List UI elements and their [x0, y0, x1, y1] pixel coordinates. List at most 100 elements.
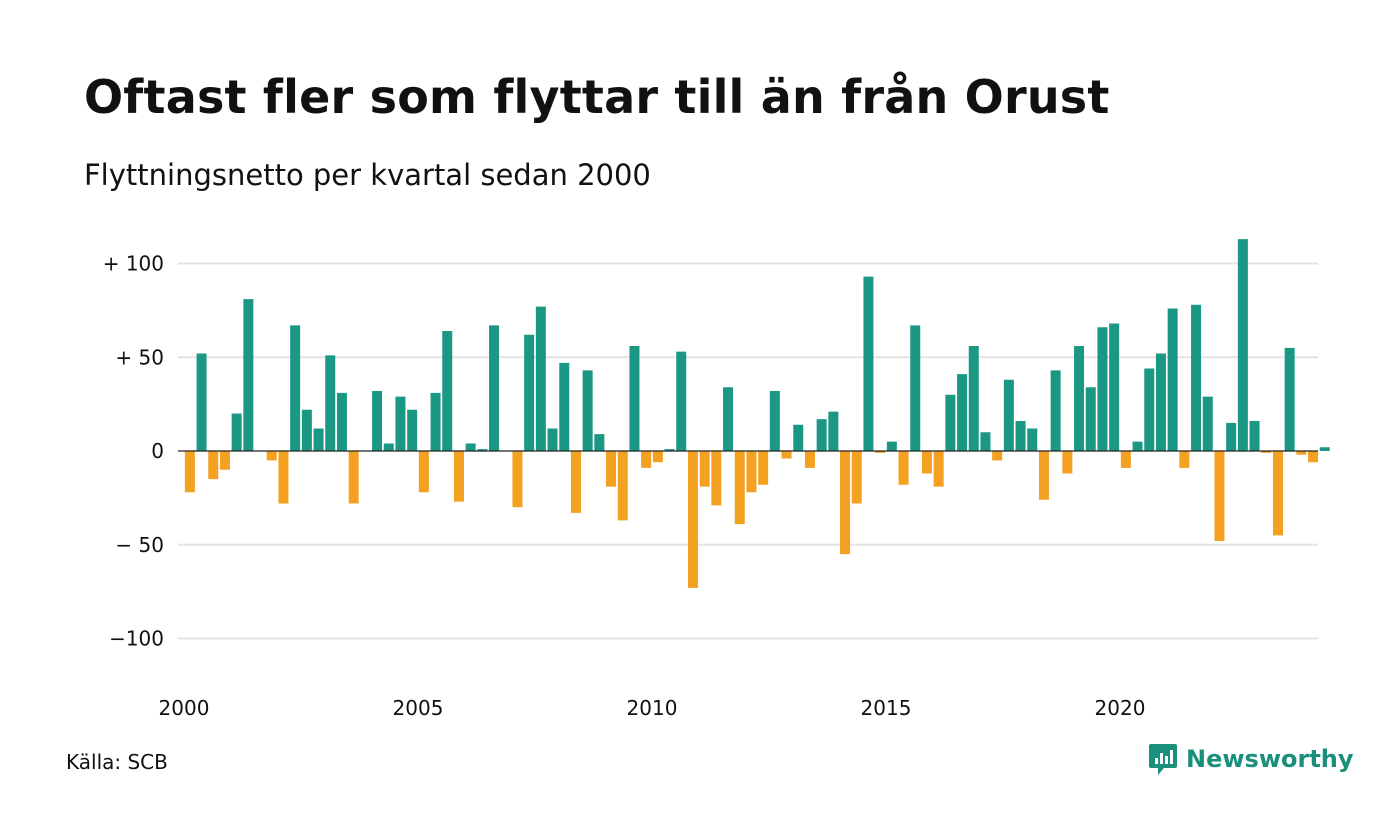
bar — [863, 276, 874, 452]
bar — [711, 451, 722, 506]
bar — [430, 392, 441, 452]
y-tick-label: 0 — [151, 439, 164, 463]
bar — [1085, 387, 1096, 451]
chart-title: Oftast fler som flyttar till än från Oru… — [84, 70, 1110, 124]
bar — [1050, 370, 1061, 452]
x-tick-label: 2005 — [393, 696, 444, 720]
bar — [313, 428, 324, 451]
bar — [1191, 304, 1202, 451]
bar — [301, 409, 312, 451]
bar — [1097, 327, 1108, 451]
x-axis: 2000 2005 2010 2015 2020 — [159, 696, 1146, 720]
x-tick-label: 2000 — [159, 696, 210, 720]
bar — [875, 451, 886, 453]
bar — [1015, 421, 1026, 451]
bar — [758, 451, 769, 485]
bar — [325, 355, 336, 452]
bar — [407, 409, 418, 451]
newsworthy-logo-icon — [1149, 744, 1177, 775]
bar — [629, 346, 640, 451]
x-tick-label: 2015 — [861, 696, 912, 720]
x-tick-label: 2020 — [1095, 696, 1146, 720]
bar — [1284, 347, 1295, 452]
bar — [664, 449, 675, 452]
bar — [594, 434, 605, 452]
bar — [606, 451, 617, 487]
bar — [1308, 451, 1319, 463]
y-tick-label: −100 — [109, 627, 164, 651]
bar — [559, 362, 570, 452]
bar — [1319, 447, 1330, 451]
source-note: Källa: SCB — [66, 750, 168, 774]
bar — [1179, 451, 1190, 468]
bar — [395, 396, 406, 452]
bar — [535, 306, 546, 452]
bar — [1120, 451, 1131, 468]
bar — [442, 331, 453, 451]
bar — [746, 451, 757, 493]
bar — [921, 451, 932, 474]
bar — [418, 451, 429, 493]
bar — [699, 451, 710, 487]
bar — [816, 419, 827, 452]
bar — [1226, 422, 1237, 452]
bar — [793, 424, 804, 451]
y-tick-label: + 100 — [103, 252, 164, 276]
bar — [1202, 396, 1213, 452]
bar — [278, 451, 289, 504]
bar — [851, 451, 862, 504]
bar — [676, 351, 687, 452]
bar — [1144, 368, 1155, 451]
bar — [957, 374, 968, 452]
bar — [489, 325, 500, 452]
bar — [687, 451, 698, 588]
y-tick-label: + 50 — [115, 345, 164, 369]
brand-logo[interactable]: Newsworthy — [1148, 742, 1354, 776]
gridlines — [178, 262, 1318, 640]
bar — [723, 387, 734, 451]
bar — [336, 392, 347, 452]
y-axis: + 100 + 50 0 − 50 −100 — [103, 252, 164, 651]
bar — [769, 391, 780, 451]
bar — [582, 370, 593, 452]
bar — [1132, 441, 1143, 452]
bar — [196, 353, 207, 451]
bar — [231, 413, 242, 451]
bar — [383, 443, 394, 451]
bars — [184, 239, 1330, 588]
bar — [734, 451, 745, 525]
bar — [290, 325, 301, 452]
bar — [524, 334, 535, 451]
bar — [1074, 346, 1085, 451]
bar — [1249, 421, 1260, 451]
bar — [898, 451, 909, 485]
bar — [933, 451, 944, 487]
bar — [652, 451, 663, 463]
bar — [453, 451, 464, 502]
bar — [992, 451, 1003, 461]
bar — [1003, 379, 1014, 451]
bar — [886, 441, 897, 452]
bar — [968, 346, 979, 451]
bar — [840, 451, 851, 555]
bar — [945, 394, 956, 451]
bar — [477, 449, 488, 452]
bar — [243, 299, 254, 452]
bar — [219, 451, 230, 470]
bar — [465, 443, 476, 451]
bar — [1214, 451, 1225, 541]
bar — [547, 428, 558, 451]
bar — [184, 451, 195, 493]
bar — [208, 451, 219, 480]
bar — [1155, 353, 1166, 451]
bar — [641, 451, 652, 468]
bar — [1272, 451, 1283, 536]
bar — [781, 451, 792, 459]
bar — [1261, 451, 1272, 453]
bar — [1167, 308, 1178, 451]
bar — [512, 451, 523, 508]
bar — [266, 451, 277, 461]
bar — [804, 451, 815, 468]
bar — [617, 451, 628, 521]
